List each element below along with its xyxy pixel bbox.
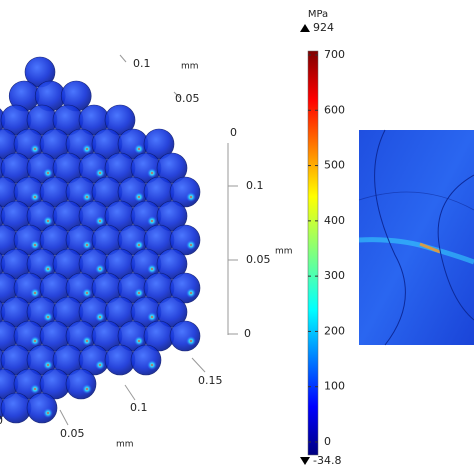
stress-spot [43,168,53,178]
stress-spot [186,240,196,250]
stress-spot [186,288,196,298]
stress-spot [30,192,40,202]
sphere [104,344,136,376]
stress-spot [43,216,53,226]
stress-spot [147,312,157,322]
colorbar-min: -34.8 [313,454,341,467]
axis-tick-label: 0.05 [246,253,271,266]
stress-spot [82,288,92,298]
colorbar-tick-label: 300 [324,269,345,282]
colorbar-max: 924 [313,21,334,34]
stress-spot [134,240,144,250]
stress-spot [30,144,40,154]
sphere [130,344,162,376]
stress-spot [43,264,53,274]
stress-spot [134,336,144,346]
axis-unit: mm [181,62,199,72]
max-marker [300,24,310,32]
stress-spot [30,336,40,346]
stress-spot [82,144,92,154]
colorbar-tick-label: 400 [324,214,345,227]
stress-spot [134,144,144,154]
sphere [143,128,175,160]
stress-spot [43,312,53,322]
stress-spot [30,240,40,250]
stress-spot [95,312,105,322]
axis-tick-label: 0 [0,414,3,427]
stress-spot [82,336,92,346]
sphere [156,200,188,232]
inset [358,129,474,346]
stress-spot [82,192,92,202]
stress-spot [186,336,196,346]
stress-spot [95,264,105,274]
colorbar [307,50,319,456]
colorbar-unit: MPa [308,9,328,20]
stress-spot [0,218,1,224]
axis-unit: mm [275,247,293,257]
stress-spot [95,216,105,226]
colorbar-tick-label: 500 [324,159,345,172]
axis-tick-label: 0 [230,126,237,139]
stress-spot [95,360,105,370]
axis-tick-label: 0.05 [175,92,200,105]
axis-tick-label: 0 [244,327,251,340]
stress-spot [30,288,40,298]
sphere [26,392,58,424]
stress-spot [147,264,157,274]
axis-tick-label: 0.05 [60,427,85,440]
sphere [156,248,188,280]
stress-spot [43,408,53,418]
stress-spot [147,360,157,370]
sphere [169,320,201,352]
sphere [65,368,97,400]
stress-spot [134,192,144,202]
min-marker [300,457,310,465]
stress-spot [95,168,105,178]
stress-spot [0,362,1,368]
axis-tick-label: 0.1 [133,57,151,70]
stress-spot [0,266,1,272]
stress-spot [147,216,157,226]
axis-tick-label: 0.15 [198,374,223,387]
axis-unit: mm [116,440,134,450]
axis-lines [59,54,238,426]
sphere-packing [0,56,201,424]
colorbar-tick-label: 700 [324,48,345,61]
stress-spot [43,360,53,370]
sphere [0,392,32,424]
stress-spot [0,314,1,320]
axis-tick-label: 0.1 [130,401,148,414]
stress-spot [134,288,144,298]
sphere [156,296,188,328]
stress-spot [82,240,92,250]
colorbar-tick-label: 0 [324,435,331,448]
stress-spot [0,410,1,416]
axis-tick-label: 0.1 [246,179,264,192]
colorbar-tick-label: 600 [324,103,345,116]
colorbar-tick-label: 200 [324,324,345,337]
stress-spot [186,192,196,202]
stress-spot [30,384,40,394]
colorbar-tick-label: 100 [324,380,345,393]
stress-spot [147,168,157,178]
sphere [156,152,188,184]
sphere [104,104,136,136]
stress-spot [82,384,92,394]
stress-spot [0,170,1,176]
